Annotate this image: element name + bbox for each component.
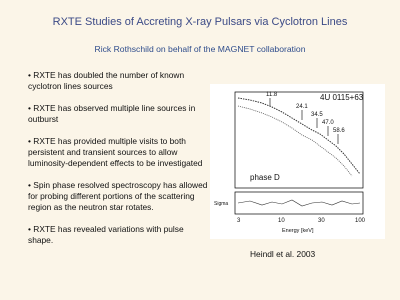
model-curve bbox=[237, 105, 353, 177]
figure-caption: Heindl et al. 2003 bbox=[250, 249, 316, 259]
phase-label: phase D bbox=[250, 173, 280, 182]
source-label: 4U 0115+63 bbox=[320, 93, 364, 102]
slide-title: RXTE Studies of Accreting X-ray Pulsars … bbox=[52, 16, 348, 28]
line-energy: 24.1 bbox=[296, 104, 308, 110]
spectrum-data bbox=[237, 97, 361, 175]
spectrum-figure: 11.8 24.1 34.5 47.0 58.6 4U 0115+63 phas… bbox=[210, 84, 385, 239]
line-energy: 11.8 bbox=[266, 92, 278, 98]
x-axis-label: Energy [keV] bbox=[282, 228, 314, 234]
line-energy: 47.0 bbox=[322, 120, 334, 126]
upper-panel bbox=[234, 91, 364, 189]
x-tick-label: 30 bbox=[318, 218, 325, 224]
bullet: RXTE has doubled the number of known cyc… bbox=[28, 70, 208, 92]
slide-subtitle: Rick Rothschild on behalf of the MAGNET … bbox=[94, 44, 306, 54]
x-tick-label: 3 bbox=[237, 218, 241, 224]
bullet: RXTE has observed multiple line sources … bbox=[28, 103, 208, 125]
line-energy: 34.5 bbox=[311, 112, 323, 118]
x-tick-label: 10 bbox=[278, 218, 285, 224]
lower-y-label: Sigma bbox=[214, 201, 228, 207]
bullet: Spin phase resolved spectroscopy has all… bbox=[28, 180, 208, 213]
line-energy: 58.6 bbox=[333, 128, 345, 134]
bullet-list: RXTE has doubled the number of known cyc… bbox=[28, 70, 208, 257]
bullet: RXTE has revealed variations with pulse … bbox=[28, 224, 208, 246]
bullet: RXTE has provided multiple visits to bot… bbox=[28, 136, 208, 169]
x-tick-label: 100 bbox=[355, 218, 366, 224]
residuals bbox=[237, 199, 361, 207]
figure-background bbox=[210, 84, 385, 239]
lower-panel bbox=[234, 191, 364, 215]
